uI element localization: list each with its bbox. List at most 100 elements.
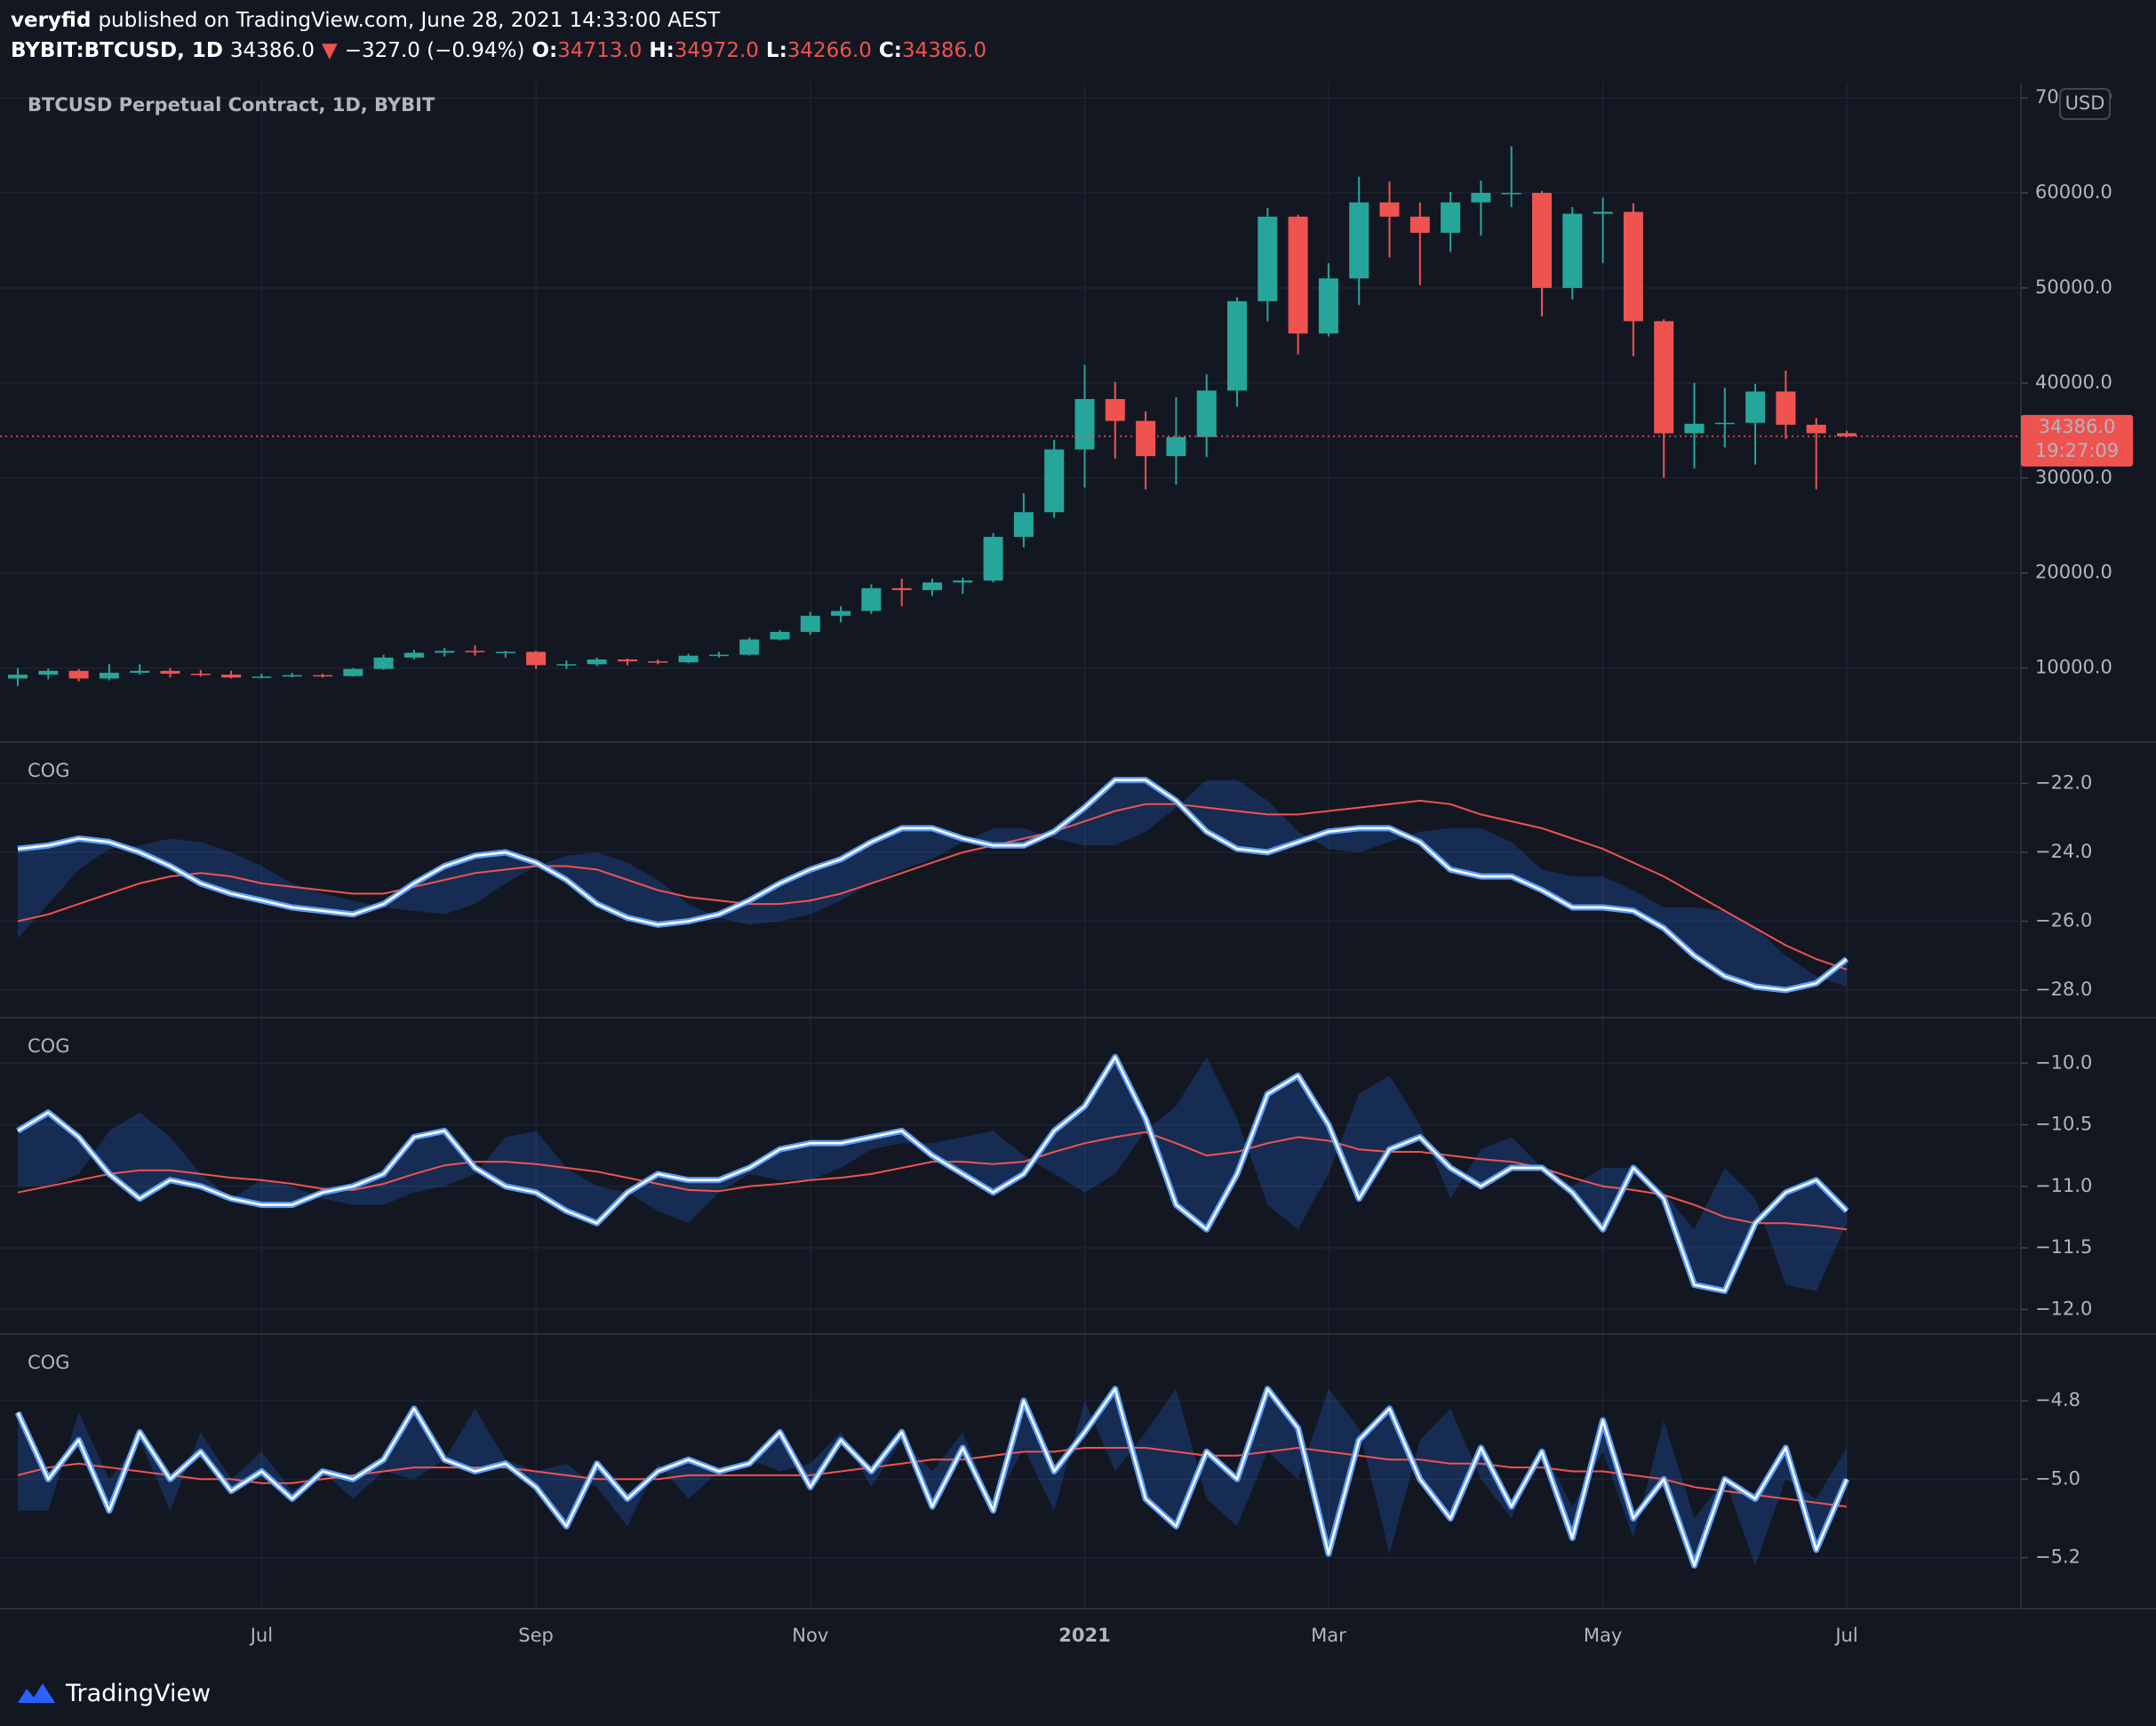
candle-body [891, 587, 912, 590]
candle-body [1288, 216, 1308, 334]
candle-body [861, 587, 882, 611]
candle-body [678, 655, 699, 663]
x-tick-label: Sep [518, 1625, 554, 1646]
last-price-tag [2021, 414, 2133, 467]
last-price-label: 34386.0 [2039, 416, 2116, 437]
candle-body [343, 668, 363, 676]
candle-body [435, 651, 455, 653]
chart-title: BTCUSD Perpetual Contract, 1D, BYBIT [28, 94, 435, 116]
candle-body [1562, 213, 1583, 288]
y-tick-label: 10000.0 [2035, 657, 2112, 678]
logo-shape [18, 1683, 55, 1703]
y-tick-label: −10.0 [2035, 1051, 2092, 1073]
y-tick-label: −5.0 [2035, 1467, 2080, 1489]
candle-body [1441, 202, 1461, 233]
open-key: O: [531, 39, 558, 62]
candle-body [1074, 399, 1095, 450]
signal-line [17, 1446, 1848, 1508]
publish-line: veryfid published on TradingView.com, Jun… [11, 5, 986, 36]
y-tick-label: 30000.0 [2035, 467, 2112, 488]
candle-body [1837, 433, 1857, 436]
candle-body [831, 611, 851, 616]
candle-body [68, 670, 89, 679]
footer: TradingView [16, 1671, 211, 1715]
candle-body [648, 661, 668, 663]
candle-body [1349, 202, 1369, 279]
cog-band [18, 779, 1847, 990]
pane-1 [17, 777, 1849, 994]
high-value: 34972.0 [674, 39, 759, 62]
y-tick-label: −11.0 [2035, 1175, 2092, 1196]
y-tick-label: −5.2 [2035, 1546, 2080, 1568]
countdown: 19:27:09 [2035, 440, 2119, 461]
candle-body [770, 631, 790, 640]
low-key: L: [765, 39, 787, 62]
currency-badge [2059, 88, 2111, 120]
y-tick-label: 20000.0 [2035, 562, 2112, 583]
candle-body [190, 674, 211, 675]
y-tick-label: −12.0 [2035, 1298, 2092, 1319]
signal-line [17, 799, 1848, 971]
candle-body [556, 664, 577, 666]
quote-line: BYBIT:BTCUSD, 1D 34386.0 ▼ −327.0 (−0.94%) O… [11, 36, 986, 66]
y-tick-label: 60000.0 [2035, 181, 2112, 203]
candle-body [99, 672, 119, 679]
y-tick-label: −10.5 [2035, 1114, 2092, 1135]
open-value: 34713.0 [557, 39, 643, 62]
change-arrow: ▼ [322, 39, 338, 62]
pane-2 [16, 1053, 1849, 1294]
cog-band [18, 1388, 1847, 1566]
candle-body [1258, 216, 1278, 301]
candle-body [1501, 193, 1521, 195]
change: −327.0 (−0.94%) [344, 39, 525, 62]
pane-title: COG [28, 1352, 69, 1373]
author: veryfid [11, 9, 92, 32]
candle-body [130, 670, 150, 673]
y-tick-label: −28.0 [2035, 979, 2092, 1000]
x-tick-label: Nov [792, 1625, 828, 1646]
cog-line [17, 779, 1848, 992]
candle-body [1227, 300, 1247, 391]
candle-body [1806, 424, 1826, 434]
y-tick-label: −4.8 [2035, 1389, 2080, 1410]
candle-body [1654, 321, 1674, 434]
candle-body [1745, 391, 1766, 423]
candle-body [739, 639, 760, 655]
currency: USD [2065, 92, 2105, 114]
published-text: published on TradingView.com, June 28, 2… [98, 9, 721, 32]
symbol: BYBIT:BTCUSD, 1D [11, 39, 223, 62]
last-price: 34386.0 [229, 39, 315, 62]
candle-body [495, 651, 515, 653]
logo-icon [18, 1683, 55, 1703]
candle-body [1714, 422, 1735, 425]
high-key: H: [649, 39, 675, 62]
x-tick-label: May [1584, 1625, 1622, 1646]
candle-body [1196, 390, 1217, 437]
candle-body [1409, 216, 1430, 233]
candle-body [1532, 193, 1552, 288]
y-tick-label: −22.0 [2035, 772, 2092, 794]
pane-0 [8, 146, 1857, 686]
y-tick-label: 40000.0 [2035, 372, 2112, 393]
cog-line [17, 1056, 1848, 1292]
y-tick-label: 50000.0 [2035, 276, 2112, 298]
chart: Jul Sep Nov 2021 Mar May Jul 10000.0 20000.0 3000… [0, 83, 2156, 1646]
candle-body [800, 615, 820, 632]
x-tick-label: Jul [1833, 1625, 1857, 1646]
candle-body [1684, 423, 1705, 434]
cog-line [16, 1387, 1849, 1567]
candle-body [1105, 399, 1125, 421]
candle-body [282, 675, 302, 677]
y-tick-label: −11.5 [2035, 1236, 2092, 1258]
candle-body [465, 651, 485, 652]
brand: TradingView [66, 1679, 212, 1707]
candle-body [1471, 193, 1491, 203]
x-tick-label: Jul [249, 1625, 273, 1646]
candle-body [160, 670, 180, 675]
candle-body [1776, 391, 1796, 425]
y-tick-label: −24.0 [2035, 841, 2092, 862]
close-value: 34386.0 [901, 39, 987, 62]
x-tick-label: 2021 [1058, 1625, 1110, 1646]
candle-body [373, 657, 394, 669]
